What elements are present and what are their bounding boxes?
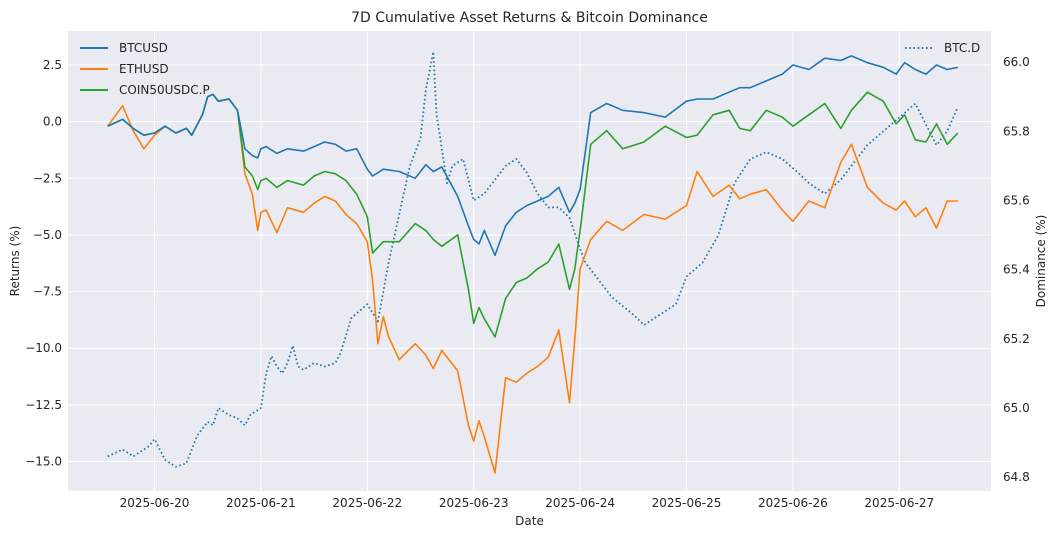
x-tick-label: 2025-06-26	[758, 496, 828, 510]
y2-tick-label: 65.6	[1003, 193, 1030, 207]
y-tick-label: 2.5	[43, 58, 62, 72]
legend-label: COIN50USDC.P	[119, 83, 210, 97]
y2-axis-title: Dominance (%)	[1034, 215, 1048, 308]
legend-label: ETHUSD	[119, 62, 169, 76]
x-tick-label: 2025-06-24	[545, 496, 615, 510]
left-axis: 2.5 0.0 −2.5 −5.0 −7.5 −10.0 −12.5 −15.0	[25, 58, 62, 469]
y2-tick-label: 65.2	[1003, 332, 1030, 346]
y-tick-label: 0.0	[43, 115, 62, 129]
chart-title: 7D Cumulative Asset Returns & Bitcoin Do…	[351, 10, 708, 26]
y-axis-title: Returns (%)	[8, 226, 22, 297]
legend-label: BTC.D	[944, 41, 980, 55]
legend-right: BTC.D	[905, 41, 980, 55]
series-btcusd-line	[107, 55, 958, 257]
y-tick-label: −10.0	[25, 341, 62, 355]
y-tick-label: −12.5	[25, 398, 62, 412]
plot-area	[68, 31, 991, 491]
y2-tick-label: 65.0	[1003, 401, 1030, 415]
y2-tick-label: 65.4	[1003, 263, 1030, 277]
y-tick-label: −7.5	[33, 285, 62, 299]
x-tick-label: 2025-06-23	[439, 496, 509, 510]
x-axis: 2025-06-20 2025-06-21 2025-06-22 2025-06-23…	[120, 496, 935, 510]
x-tick-label: 2025-06-20	[120, 496, 190, 510]
y-tick-label: −15.0	[25, 455, 62, 469]
y2-tick-label: 65.8	[1003, 124, 1030, 138]
y-tick-label: −5.0	[33, 228, 62, 242]
x-tick-label: 2025-06-22	[332, 496, 402, 510]
y2-tick-label: 64.8	[1003, 470, 1030, 484]
grid	[68, 31, 991, 491]
x-axis-title: Date	[515, 514, 544, 528]
x-tick-label: 2025-06-25	[652, 496, 722, 510]
x-tick-label: 2025-06-27	[864, 496, 934, 510]
right-axis: 66.0 65.8 65.6 65.4 65.2 65.0 64.8	[1003, 55, 1030, 484]
x-tick-label: 2025-06-21	[226, 496, 296, 510]
y2-tick-label: 66.0	[1003, 55, 1030, 69]
series-layer	[107, 50, 959, 474]
y-tick-label: −2.5	[33, 171, 62, 185]
legend-label: BTCUSD	[119, 41, 168, 55]
legend-left: BTCUSD ETHUSD COIN50USDC.P	[80, 41, 210, 97]
